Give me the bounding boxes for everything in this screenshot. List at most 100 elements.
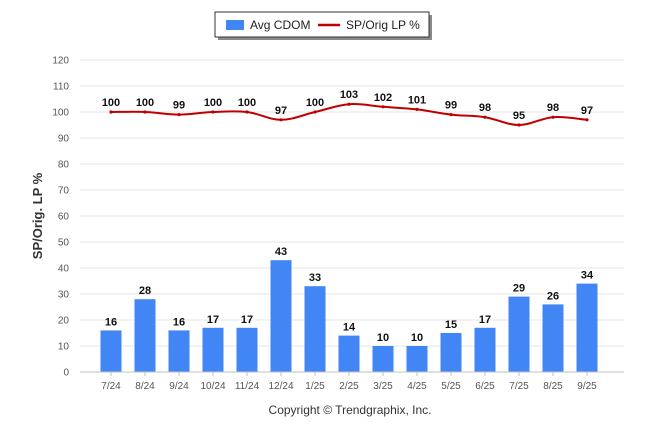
y-tick-label: 10: [58, 342, 70, 353]
line-data-label: 103: [340, 89, 358, 101]
bar-data-label: 16: [105, 316, 117, 328]
line-data-label: 100: [306, 97, 324, 109]
bar-data-label: 10: [411, 332, 423, 344]
line-point: [381, 105, 385, 109]
bar-data-label: 28: [139, 285, 151, 297]
y-axis-ticks: 0 10 20 30 40 50 60 70 80 90 100 110 120: [52, 56, 69, 379]
x-tick-label: 4/25: [407, 381, 427, 392]
line-point: [313, 110, 317, 114]
y-tick-label: 70: [58, 186, 70, 197]
x-tick-label: 8/25: [543, 381, 563, 392]
y-tick-label: 50: [58, 238, 70, 249]
bar-data-label: 17: [479, 314, 491, 326]
x-tick-label: 10/24: [200, 381, 225, 392]
bar-data-label: 16: [173, 316, 185, 328]
line-point: [279, 118, 283, 122]
line-data-label: 101: [408, 94, 426, 106]
line-data-label: 100: [238, 97, 256, 109]
bar-data-label: 29: [513, 283, 525, 295]
legend-swatch-avg-cdom: [226, 20, 244, 30]
x-tick-label: 8/24: [135, 381, 155, 392]
line-data-label: 100: [136, 97, 154, 109]
x-tick-label: 7/24: [101, 381, 121, 392]
line-point: [483, 115, 487, 119]
x-tick-label: 12/24: [268, 381, 293, 392]
bar-data-label: 26: [547, 290, 559, 302]
y-tick-label: 40: [58, 264, 70, 275]
line-point: [347, 102, 351, 106]
line-point: [551, 115, 555, 119]
line-point: [211, 110, 215, 114]
bar-avg-cdom: [542, 304, 564, 372]
bar-avg-cdom: [134, 299, 156, 372]
bar-avg-cdom: [406, 346, 428, 372]
y-axis-label: SP/Orig. LP %: [30, 172, 45, 259]
bar-avg-cdom: [270, 260, 292, 372]
line-point: [585, 118, 589, 122]
line-point: [245, 110, 249, 114]
bar-data-label: 15: [445, 319, 457, 331]
grid-lines: [80, 59, 624, 347]
line-point: [177, 113, 181, 117]
bar-data-label: 17: [241, 314, 253, 326]
line-point: [517, 123, 521, 127]
x-tick-label: 2/25: [339, 381, 359, 392]
line-point: [449, 113, 453, 117]
line-point: [109, 110, 113, 114]
x-tick-label: 5/25: [441, 381, 461, 392]
line-data-label: 97: [581, 105, 593, 117]
bar-data-label: 33: [309, 272, 321, 284]
y-tick-label: 0: [63, 368, 69, 379]
y-tick-label: 120: [52, 56, 69, 67]
bar-avg-cdom: [236, 327, 258, 372]
bar-avg-cdom: [474, 327, 496, 372]
bar-avg-cdom: [508, 296, 530, 372]
line-data-label: 95: [513, 110, 525, 122]
bar-series: 16 28 16 17 17 43 33 14 10 10 15 17 29 26 34: [100, 246, 598, 372]
y-tick-label: 100: [52, 108, 69, 119]
legend: Avg CDOM SP/Orig LP %: [214, 11, 432, 40]
y-tick-label: 20: [58, 316, 70, 327]
bar-avg-cdom: [372, 346, 394, 372]
bar-avg-cdom: [304, 286, 326, 372]
x-tick-label: 3/25: [373, 381, 393, 392]
legend-label-avg-cdom: Avg CDOM: [250, 18, 310, 32]
bar-avg-cdom: [168, 330, 190, 372]
y-tick-label: 90: [58, 134, 70, 145]
line-data-label: 100: [102, 97, 120, 109]
bar-avg-cdom: [202, 327, 224, 372]
line-data-label: 98: [479, 102, 491, 114]
bar-avg-cdom: [100, 330, 122, 372]
line-data-label: 97: [275, 105, 287, 117]
line-data-label: 100: [204, 97, 222, 109]
bar-data-label: 17: [207, 314, 219, 326]
x-tick-label: 9/25: [577, 381, 597, 392]
line-data-label: 99: [173, 100, 185, 112]
x-tick-label: 1/25: [305, 381, 325, 392]
bar-data-label: 43: [275, 246, 287, 258]
bar-avg-cdom: [440, 333, 462, 372]
y-tick-label: 110: [53, 82, 69, 93]
bar-data-label: 14: [343, 322, 356, 334]
x-tick-label: 6/25: [475, 381, 495, 392]
x-tick-label: 9/24: [169, 381, 189, 392]
x-tick-label: 11/24: [235, 381, 260, 392]
copyright-text: Copyright © Trendgraphix, Inc.: [269, 403, 432, 417]
x-axis-ticks: 7/24 8/24 9/24 10/24 11/24 12/24 1/25 2/25 3/25 4…: [101, 372, 597, 392]
bar-data-label: 10: [377, 332, 389, 344]
line-point: [143, 110, 147, 114]
line-data-label: 99: [445, 100, 457, 112]
legend-label-sp-orig-lp: SP/Orig LP %: [346, 18, 420, 32]
line-point: [415, 107, 419, 111]
x-tick-label: 7/25: [509, 381, 529, 392]
y-tick-label: 80: [58, 160, 70, 171]
bar-data-label: 34: [581, 270, 594, 282]
bar-avg-cdom: [576, 283, 598, 372]
line-series: 100 100 99 100 100 97 100 103 102 101 99 98 95 98 97: [102, 89, 593, 127]
bar-avg-cdom: [338, 335, 360, 372]
line-data-label: 102: [374, 92, 392, 104]
y-tick-label: 30: [58, 290, 70, 301]
y-tick-label: 60: [58, 212, 70, 223]
line-data-label: 98: [547, 102, 559, 114]
